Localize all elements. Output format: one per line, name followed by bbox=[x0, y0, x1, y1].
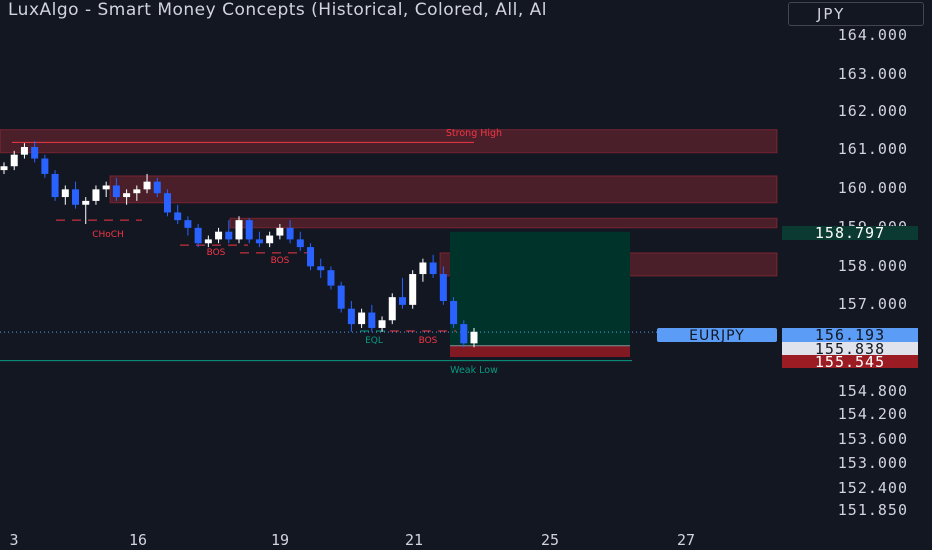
price-tick-label: 164.000 bbox=[838, 26, 908, 44]
candle-body bbox=[409, 274, 417, 305]
candle-body bbox=[317, 266, 325, 271]
price-tick-label: 151.850 bbox=[838, 501, 908, 519]
candle-body bbox=[133, 189, 141, 194]
candle-body bbox=[286, 227, 294, 240]
candle-body bbox=[92, 189, 100, 201]
price-tick-label: 154.200 bbox=[838, 405, 908, 423]
candle-body bbox=[347, 308, 355, 325]
candle-body bbox=[460, 324, 468, 344]
profit-zone[interactable] bbox=[450, 231, 630, 346]
candle-body bbox=[337, 285, 345, 309]
candle-body bbox=[450, 301, 458, 325]
strong-high-label: Strong High bbox=[446, 128, 502, 139]
candles-layer bbox=[0, 141, 478, 348]
time-tick-label: 19 bbox=[271, 531, 289, 549]
candle-body bbox=[245, 220, 253, 240]
eql-label: EQL bbox=[365, 336, 383, 346]
candle-body bbox=[41, 158, 49, 174]
candle-body bbox=[0, 166, 8, 171]
time-tick-label: 25 bbox=[541, 531, 559, 549]
stop-price-tag bbox=[782, 355, 918, 368]
candle-body bbox=[112, 185, 120, 198]
price-tick-label: 154.800 bbox=[838, 382, 908, 400]
price-tick-label: 162.000 bbox=[838, 102, 908, 120]
target-price-label: 158.797 bbox=[815, 224, 885, 242]
candle-body bbox=[184, 220, 192, 228]
annotations-layer: Strong High Weak Low CHoCH BOS BOS EQL B… bbox=[92, 128, 502, 376]
candle-body bbox=[296, 239, 304, 248]
candle-body bbox=[225, 231, 233, 240]
candle-body bbox=[429, 262, 437, 275]
candle-body bbox=[61, 189, 69, 198]
candle-body bbox=[204, 239, 212, 244]
entry-price-tag bbox=[782, 342, 918, 355]
bos-label-2: BOS bbox=[271, 256, 290, 266]
candle-body bbox=[194, 227, 202, 244]
candle-body bbox=[82, 200, 90, 205]
currency-selector[interactable]: JPY bbox=[788, 2, 924, 26]
time-tick-label: 27 bbox=[677, 531, 695, 549]
price-tick-label: 152.400 bbox=[838, 479, 908, 497]
price-tick-label: 157.000 bbox=[838, 295, 908, 313]
price-tick-label: 153.600 bbox=[838, 430, 908, 448]
candle-body bbox=[143, 181, 151, 190]
candle-body bbox=[102, 185, 110, 190]
current-price-label: 156.193 bbox=[815, 326, 885, 344]
order-block-3 bbox=[229, 217, 778, 229]
price-labels: 158.797 EURJPY 156.193 155.838 155.545 bbox=[657, 224, 918, 371]
candle-body bbox=[439, 274, 447, 301]
candle-body bbox=[72, 189, 80, 205]
candle-body bbox=[235, 220, 243, 240]
candle-body bbox=[51, 173, 59, 198]
current-price-tag bbox=[782, 328, 918, 342]
candle-body bbox=[470, 331, 478, 344]
candle-body bbox=[368, 312, 376, 328]
candle-body bbox=[31, 147, 39, 159]
bos-label-1: BOS bbox=[207, 248, 226, 258]
symbol-tag-label: EURJPY bbox=[689, 328, 745, 344]
time-tick-label: 16 bbox=[129, 531, 147, 549]
price-tick-label: 161.000 bbox=[838, 140, 908, 158]
candle-body bbox=[10, 154, 18, 167]
zones-layer bbox=[0, 129, 780, 362]
candle-body bbox=[419, 262, 427, 275]
candle-body bbox=[153, 181, 161, 194]
time-axis[interactable]: 3 16 19 21 25 27 bbox=[9, 531, 695, 549]
price-tick-label: 163.000 bbox=[838, 65, 908, 83]
order-block-2 bbox=[109, 175, 778, 204]
candle-body bbox=[327, 270, 335, 286]
entry-price-label: 155.838 bbox=[815, 340, 885, 358]
choch-label: CHoCH bbox=[92, 230, 124, 240]
candle-body bbox=[378, 320, 386, 328]
candle-body bbox=[358, 312, 366, 325]
loss-zone[interactable] bbox=[450, 345, 630, 358]
candle-body bbox=[388, 297, 396, 321]
indicator-title[interactable]: LuxAlgo - Smart Money Concepts (Historic… bbox=[8, 0, 548, 20]
candle-body bbox=[266, 235, 274, 244]
candle-body bbox=[398, 297, 406, 305]
candle-body bbox=[276, 227, 284, 236]
candle-body bbox=[123, 193, 131, 198]
price-tick-label: 160.000 bbox=[838, 179, 908, 197]
price-tick-label: 153.000 bbox=[838, 454, 908, 472]
weak-low-label: Weak Low bbox=[450, 365, 498, 376]
target-price-tag bbox=[782, 226, 918, 240]
order-block-1 bbox=[0, 129, 778, 154]
candle-body bbox=[174, 212, 182, 221]
candle-body bbox=[163, 193, 171, 213]
bos-label-3: BOS bbox=[419, 336, 438, 346]
candle-body bbox=[20, 147, 28, 155]
candle-body bbox=[215, 231, 223, 240]
time-tick-label: 3 bbox=[9, 531, 18, 549]
stop-price-label: 155.545 bbox=[815, 353, 885, 371]
time-tick-label: 21 bbox=[405, 531, 423, 549]
price-tick-label: 158.000 bbox=[838, 257, 908, 275]
symbol-tag[interactable] bbox=[657, 328, 777, 342]
candle-body bbox=[255, 239, 263, 244]
candle-body bbox=[307, 247, 315, 267]
